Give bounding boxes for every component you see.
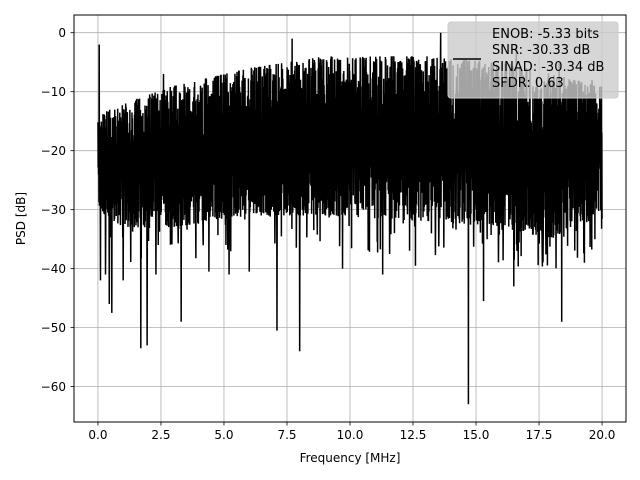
y-tick-label: −60 (41, 380, 66, 394)
y-tick-label: −50 (41, 321, 66, 335)
y-axis-ticks: 0 −10 −20 −30 −40 −50 −60 (41, 26, 74, 394)
x-tick-label: 5.0 (214, 428, 233, 442)
x-tick-label: 15.0 (463, 428, 490, 442)
legend-entry-snr: SNR: -30.33 dB (492, 43, 590, 58)
y-tick-label: −40 (41, 262, 66, 276)
legend-box (447, 21, 619, 99)
x-tick-label: 10.0 (337, 428, 364, 442)
x-tick-label: 20.0 (589, 428, 616, 442)
axes-frame (73, 14, 627, 423)
x-tick-label: 7.5 (277, 428, 296, 442)
y-tick-label: −30 (41, 203, 66, 217)
x-axis-ticks: 0.0 2.5 5.0 7.5 10.0 12.5 15.0 17.5 20.0 (88, 422, 615, 442)
legend-entry-sinad: SINAD: -30.34 dB (492, 60, 604, 75)
x-tick-label: 0.0 (88, 428, 107, 442)
x-tick-label: 12.5 (400, 428, 427, 442)
x-tick-label: 17.5 (526, 428, 553, 442)
x-axis-label: Frequency [MHz] (300, 451, 401, 465)
y-tick-label: −20 (41, 144, 66, 158)
legend-entry-enob: ENOB: -5.33 bits (492, 27, 599, 42)
psd-series-line (97, 32, 603, 405)
legend: ENOB: -5.33 bits SNR: -30.33 dB SINAD: -… (447, 21, 619, 99)
y-tick-label: 0 (58, 26, 66, 40)
plot-area (97, 32, 603, 405)
legend-entry-sfdr: SFDR: 0.63 (492, 76, 564, 91)
x-tick-label: 2.5 (151, 428, 170, 442)
y-tick-label: −10 (41, 85, 66, 99)
y-axis-label: PSD [dB] (14, 192, 28, 245)
